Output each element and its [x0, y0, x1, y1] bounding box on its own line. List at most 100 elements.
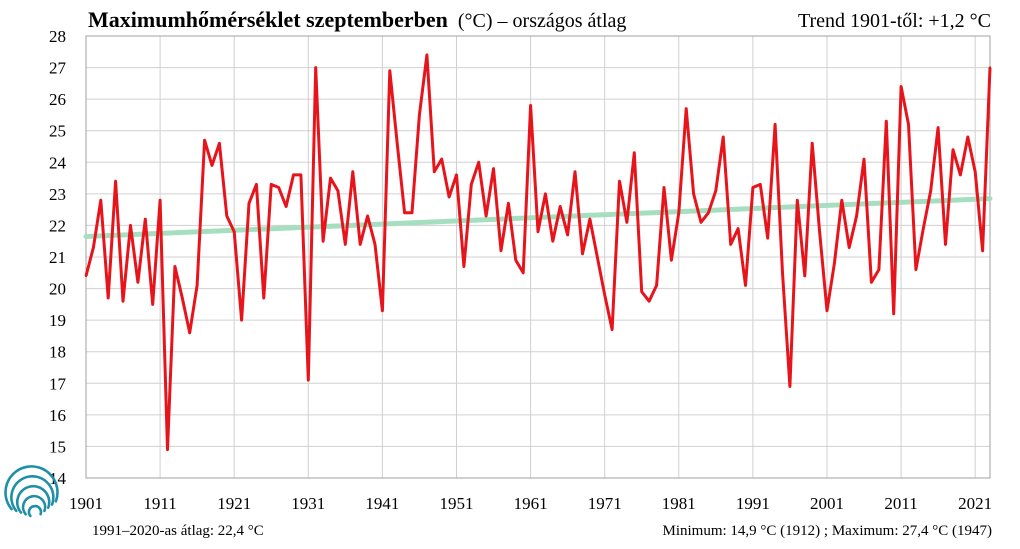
data-point-1915 [188, 331, 191, 334]
gridlines [85, 35, 990, 479]
data-point-1937 [351, 170, 354, 173]
x-tick-label: 1901 [69, 494, 103, 513]
y-tick-label: 22 [49, 216, 66, 235]
data-point-1968 [581, 252, 584, 256]
y-tick-label: 14 [49, 469, 67, 488]
data-point-1996 [788, 385, 792, 388]
data-point-1903 [99, 198, 103, 202]
data-point-1919 [218, 142, 221, 145]
data-points [84, 53, 992, 451]
data-point-1979 [662, 186, 666, 189]
data-point-1993 [766, 236, 769, 240]
data-point-2020 [966, 135, 969, 139]
data-point-1999 [810, 142, 814, 145]
data-point-1954 [477, 161, 480, 164]
data-point-1917 [203, 138, 206, 142]
data-point-1957 [499, 249, 503, 252]
data-point-1987 [722, 135, 725, 139]
hungarian-meteorological-service-logo-icon [4, 465, 59, 518]
data-point-1911 [158, 198, 162, 202]
data-point-2007 [870, 281, 873, 284]
data-point-1995 [781, 271, 784, 274]
data-point-1985 [707, 211, 710, 214]
data-point-2022 [981, 249, 984, 252]
data-point-1967 [573, 170, 577, 173]
data-point-2012 [907, 123, 910, 126]
data-point-2016 [936, 126, 940, 129]
data-point-1975 [633, 151, 636, 155]
data-point-1908 [136, 281, 140, 284]
y-tick-label: 26 [49, 90, 66, 109]
data-point-1961 [529, 104, 532, 107]
x-tick-label: 1981 [662, 494, 696, 513]
data-point-1997 [796, 198, 799, 202]
data-point-1913 [173, 265, 177, 268]
data-point-1958 [507, 202, 510, 205]
data-point-1984 [699, 221, 703, 224]
data-point-2009 [885, 120, 888, 123]
data-point-1945 [410, 211, 414, 214]
chart-title: Maximumhőmérséklet szeptemberben (°C) – … [88, 7, 626, 32]
data-point-1922 [240, 318, 243, 322]
reference-average-label: 1991–2020-as átlag: 22,4 °C [92, 523, 264, 539]
y-tick-label: 18 [49, 343, 66, 362]
x-tick-label: 1951 [439, 494, 473, 513]
chart-title-main: Maximumhőmérséklet szeptemberben [88, 7, 448, 32]
data-point-1949 [440, 157, 443, 161]
data-point-1998 [803, 274, 806, 278]
data-point-1959 [514, 258, 517, 262]
data-point-1952 [462, 265, 466, 268]
data-point-1963 [544, 192, 547, 196]
data-point-2021 [973, 170, 977, 173]
data-point-1990 [744, 284, 747, 287]
data-point-1994 [773, 123, 777, 126]
data-point-1976 [640, 290, 643, 293]
x-tick-label: 2001 [810, 494, 844, 513]
data-point-1942 [388, 69, 392, 72]
x-axis-tick-labels: 1901 1911 1921 1931 1941 1951 1961 1971 1981 1991… [69, 494, 992, 513]
data-point-1928 [284, 205, 288, 208]
y-tick-label: 17 [49, 374, 67, 393]
data-point-1923 [247, 202, 251, 205]
logo-arc [4, 465, 59, 511]
data-point-1951 [455, 173, 458, 177]
data-point-1977 [647, 300, 651, 303]
data-point-1936 [344, 243, 347, 246]
data-point-2013 [914, 268, 918, 271]
y-tick-label: 27 [49, 59, 67, 78]
data-point-1980 [670, 258, 673, 262]
y-axis-tick-labels: 14 15 16 17 18 19 20 21 22 23 24 25 26 27 28 [49, 27, 67, 488]
data-point-1964 [551, 240, 555, 243]
data-point-1933 [321, 240, 325, 243]
data-point-2000 [818, 230, 821, 233]
data-point-1962 [536, 230, 540, 233]
data-point-2006 [862, 157, 866, 161]
data-point-1904 [107, 296, 110, 300]
y-tick-label: 24 [49, 153, 67, 172]
data-point-2001 [825, 309, 829, 312]
data-point-1973 [618, 180, 621, 183]
data-point-1927 [277, 186, 280, 189]
data-point-1983 [692, 192, 695, 196]
y-tick-label: 19 [49, 311, 66, 330]
x-tick-label: 2011 [884, 494, 917, 513]
x-tick-label: 1991 [736, 494, 770, 513]
data-point-1986 [714, 189, 718, 192]
y-tick-label: 21 [49, 248, 66, 267]
plot-area-frame [85, 35, 991, 479]
data-point-1920 [225, 214, 228, 218]
data-point-2015 [929, 189, 932, 192]
logo-arc [27, 504, 43, 518]
x-tick-label: 2021 [958, 494, 992, 513]
data-point-1970 [596, 255, 599, 259]
logo-arc [16, 484, 51, 514]
min-max-label: Minimum: 14,9 °C (1912) ; Maximum: 27,4 … [663, 523, 993, 539]
data-point-1907 [129, 224, 132, 227]
y-tick-label: 16 [49, 406, 66, 425]
data-point-1965 [559, 205, 562, 208]
data-point-1974 [625, 221, 629, 224]
logo-arc [10, 475, 55, 513]
data-point-1940 [373, 243, 377, 246]
data-point-1944 [403, 211, 406, 214]
